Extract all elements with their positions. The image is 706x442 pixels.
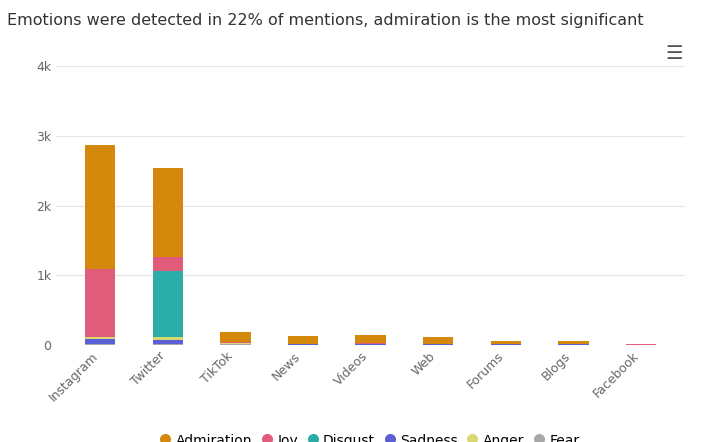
Bar (85, 269, 116, 337)
Bar (152, 257, 183, 271)
Bar (152, 271, 183, 337)
Bar (220, 332, 251, 342)
Bar (152, 344, 183, 345)
Bar (85, 145, 116, 269)
Bar (152, 340, 183, 344)
Bar (85, 344, 116, 345)
Bar (220, 343, 251, 344)
Bar (288, 335, 318, 343)
Bar (85, 339, 116, 344)
Bar (152, 168, 183, 257)
Bar (355, 335, 386, 343)
Bar (423, 337, 453, 343)
Bar (355, 343, 386, 344)
Text: ☰: ☰ (666, 44, 683, 62)
Bar (152, 337, 183, 340)
Bar (491, 341, 521, 344)
Text: Emotions were detected in 22% of mentions, admiration is the most significant: Emotions were detected in 22% of mention… (7, 13, 644, 28)
Bar (85, 337, 116, 339)
Bar (558, 341, 589, 344)
Legend: Admiration, Joy, Disgust, Sadness, Anger, Fear: Admiration, Joy, Disgust, Sadness, Anger… (157, 430, 584, 442)
Bar (220, 342, 251, 343)
